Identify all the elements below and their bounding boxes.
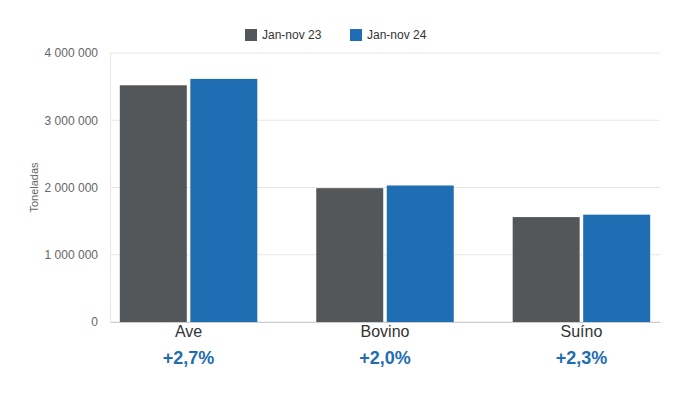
- annotations: +2,7% +2,0% +2,3%: [163, 348, 607, 368]
- y-tick-label: 0: [91, 315, 98, 329]
- x-tick: Suíno: [561, 322, 603, 340]
- y-tick: 0: [91, 315, 110, 329]
- x-tick-label: Bovino: [361, 323, 410, 340]
- grid-line: [110, 53, 660, 54]
- y-tick-label: 2 000 000: [45, 181, 99, 195]
- y-tick: 2 000 000: [45, 181, 110, 195]
- y-tick-label: 4 000 000: [45, 46, 99, 60]
- legend-swatch: [350, 29, 362, 41]
- x-axis: Ave Bovino Suíno: [111, 322, 661, 340]
- y-axis-title: Toneladas: [28, 162, 40, 213]
- grid: [110, 53, 660, 322]
- legend: Jan-nov 23 Jan-nov 24: [245, 28, 427, 42]
- bar: [387, 185, 454, 322]
- bar: [316, 188, 383, 322]
- chart: 0 1 000 000 2 000 000 3 000 000 4 000 000 Ton…: [0, 0, 700, 400]
- y-axis-line: [110, 54, 111, 323]
- bar: [513, 217, 580, 322]
- x-tick-label: Ave: [175, 323, 202, 340]
- x-tick: Ave: [175, 322, 202, 340]
- y-axis: 0 1 000 000 2 000 000 3 000 000 4 000 000: [45, 46, 111, 329]
- y-tick: 3 000 000: [45, 114, 110, 128]
- bar: [120, 85, 187, 322]
- x-tick: Bovino: [361, 322, 410, 340]
- y-tick: 1 000 000: [45, 248, 110, 262]
- annotation: +2,7%: [163, 348, 215, 368]
- legend-label: Jan-nov 24: [367, 28, 427, 42]
- y-tick: 4 000 000: [45, 46, 110, 60]
- bar: [190, 79, 257, 322]
- legend-label: Jan-nov 23: [262, 28, 322, 42]
- legend-item: Jan-nov 23: [245, 28, 322, 42]
- annotation: +2,0%: [359, 348, 411, 368]
- legend-swatch: [245, 29, 257, 41]
- annotation: +2,3%: [556, 348, 608, 368]
- bar: [583, 215, 650, 322]
- bars: [120, 79, 650, 322]
- legend-item: Jan-nov 24: [350, 28, 427, 42]
- y-tick-label: 1 000 000: [45, 248, 99, 262]
- y-tick-label: 3 000 000: [45, 114, 99, 128]
- x-tick-label: Suíno: [561, 323, 603, 340]
